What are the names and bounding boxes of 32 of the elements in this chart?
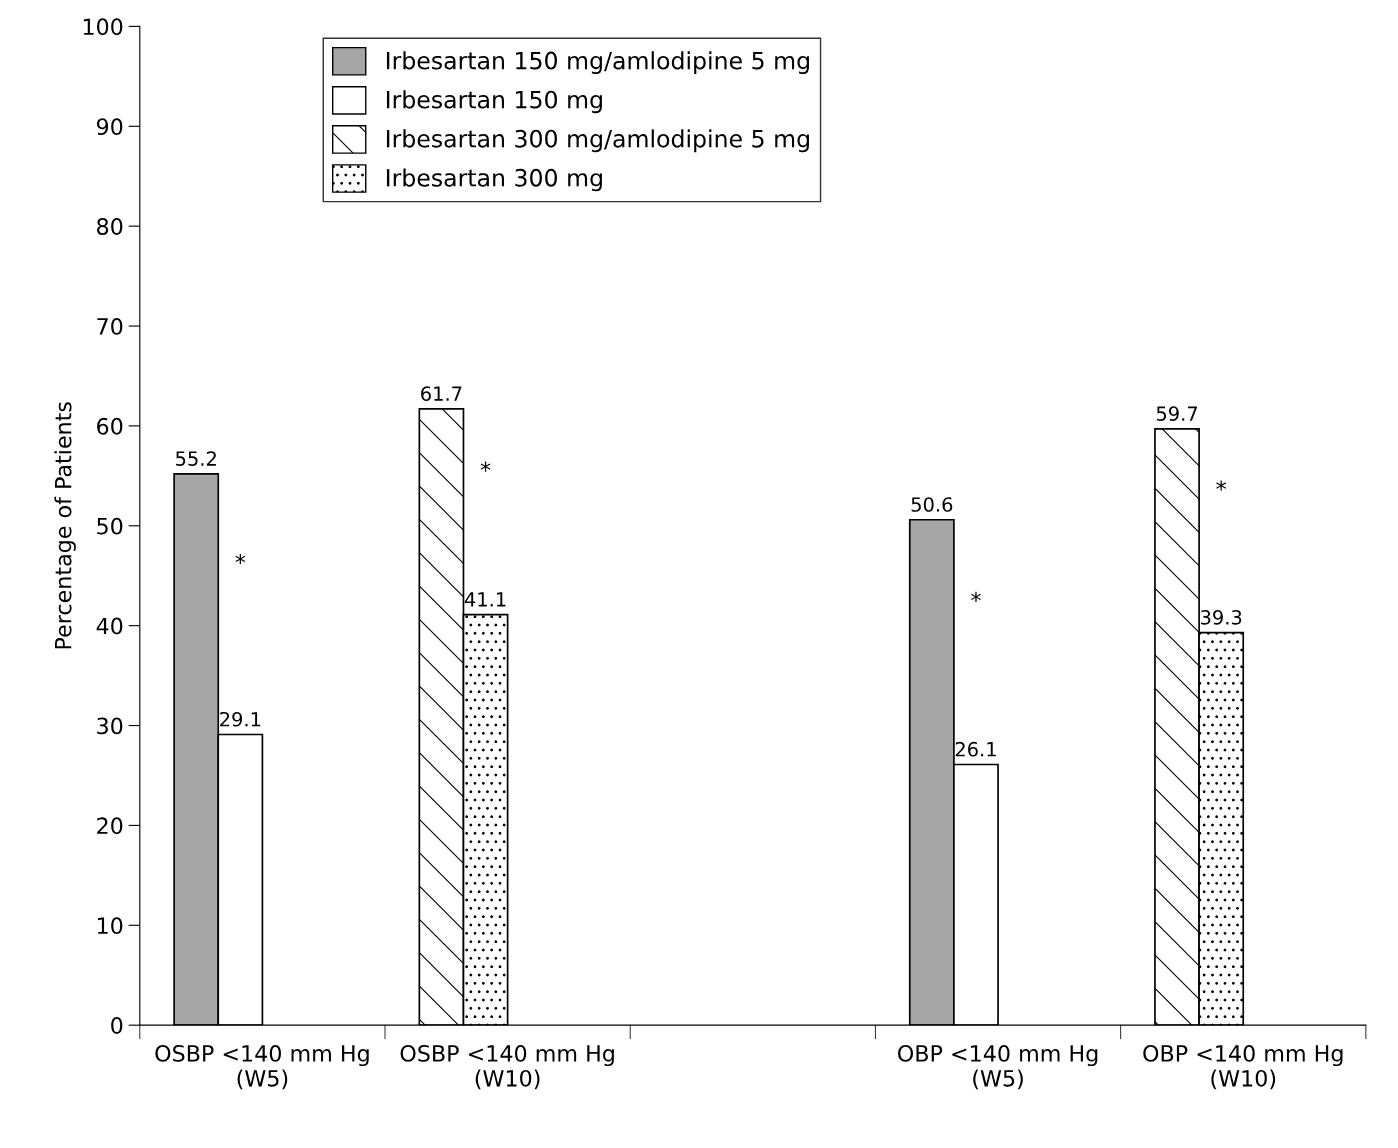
y-tick-label: 50 [97, 517, 123, 535]
annotation: * [235, 553, 246, 565]
data-label: 50.6 [911, 497, 953, 512]
legend-label: Irbesartan 300 mg/amlodipine 5 mg [386, 129, 809, 153]
y-tick-label: 100 [83, 18, 123, 36]
data-label: 59.7 [1156, 406, 1198, 421]
data-label: 29.1 [220, 711, 261, 727]
y-tick-label: 60 [97, 417, 123, 435]
y-tick-label: 20 [97, 817, 123, 835]
data-label: 26.1 [955, 741, 996, 757]
y-tick-label: 80 [97, 218, 123, 235]
legend-label: Irbesartan 300 mg [386, 168, 602, 192]
x-tick-label: OBP <140 mm Hg (W5) [898, 1045, 1098, 1090]
y-tick-label: 70 [97, 317, 123, 335]
annotation: * [480, 461, 491, 472]
x-tick-label: OSBP <140 mm Hg (W5) [155, 1045, 369, 1090]
data-label: 55.2 [176, 451, 216, 466]
data-label: 61.7 [421, 386, 462, 401]
x-tick-label: OBP <140 mm Hg (W10) [1143, 1045, 1343, 1090]
y-tick-label: 30 [97, 717, 123, 735]
data-label: 41.1 [464, 592, 506, 607]
x-tick-label: OSBP <140 mm Hg (W10) [400, 1045, 614, 1090]
legend-label: Irbesartan 150 mg [386, 90, 602, 114]
annotation: * [971, 591, 981, 602]
legend-label: Irbesartan 150 mg/amlodipine 5 mg [386, 51, 809, 75]
y-tick-label: 10 [97, 917, 123, 935]
data-label: 39.3 [1201, 610, 1242, 625]
y-tick-label: 40 [96, 617, 123, 635]
y-axis-title: Percentage of Patients [54, 402, 76, 649]
y-tick-label: 90 [96, 118, 123, 136]
y-tick-label: 0 [111, 1017, 123, 1034]
annotation: * [1216, 480, 1227, 491]
